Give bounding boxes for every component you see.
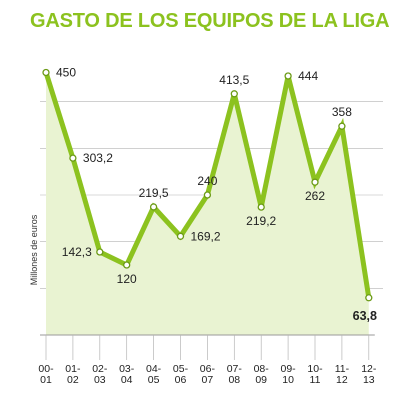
x-tick-label-11: 11-12 — [335, 363, 350, 386]
label-layer: 450 303,2 142,3 120 219,5 169,2 240 413,5 219,2 4… — [56, 66, 377, 323]
marker-layer — [42, 68, 373, 302]
value-label-3: 120 — [117, 272, 137, 286]
x-tick-label-0: 00-01 — [38, 363, 54, 386]
x-tick-label-4: 04-05 — [146, 363, 162, 386]
value-label-5: 169,2 — [191, 229, 221, 243]
data-point-3 — [123, 261, 131, 269]
value-label-12: 63,8 — [353, 309, 377, 323]
data-point-8 — [257, 203, 265, 211]
data-point-2 — [96, 248, 104, 256]
x-tick-label-1: 01-02 — [65, 363, 81, 386]
x-tick-label-3: 03-04 — [119, 363, 135, 386]
value-label-0: 450 — [56, 66, 76, 80]
value-label-2: 142,3 — [62, 245, 92, 259]
data-point-11 — [338, 122, 346, 130]
value-label-4: 219,5 — [139, 186, 169, 200]
data-point-1 — [69, 154, 77, 162]
data-point-4 — [149, 203, 158, 211]
data-point-6 — [203, 191, 212, 199]
x-tick-label-6: 06-07 — [200, 363, 216, 386]
value-label-9: 444 — [298, 69, 318, 83]
x-tick-label-9: 09-10 — [281, 363, 297, 386]
x-tick-label-2: 02-03 — [92, 363, 108, 386]
x-tick-label-5: 05-06 — [173, 363, 189, 386]
x-tick-label-7: 07-08 — [227, 363, 243, 386]
tick-layer: 00-01 01-02 02-03 03-04 04-05 05-06 06-07 07-08… — [38, 335, 377, 386]
value-label-8: 219,2 — [246, 214, 276, 228]
value-label-11: 358 — [332, 105, 352, 119]
data-point-10 — [311, 178, 319, 186]
data-point-0 — [42, 68, 50, 77]
area-fill — [46, 72, 369, 335]
value-label-1: 303,2 — [83, 151, 113, 165]
data-point-7 — [230, 90, 238, 98]
value-label-6: 240 — [197, 174, 217, 188]
data-point-9 — [284, 72, 292, 80]
data-point-12 — [365, 294, 373, 302]
x-tick-label-8: 08-09 — [254, 363, 270, 386]
chart-title: GASTO DE LOS EQUIPOS DE LA LIGA — [30, 10, 390, 32]
value-label-7: 413,5 — [219, 73, 249, 87]
x-tick-label-12: 12-13 — [361, 363, 377, 386]
x-tick-label-10: 10-11 — [307, 363, 323, 386]
value-label-10: 262 — [305, 189, 325, 203]
data-point-5 — [176, 232, 185, 240]
